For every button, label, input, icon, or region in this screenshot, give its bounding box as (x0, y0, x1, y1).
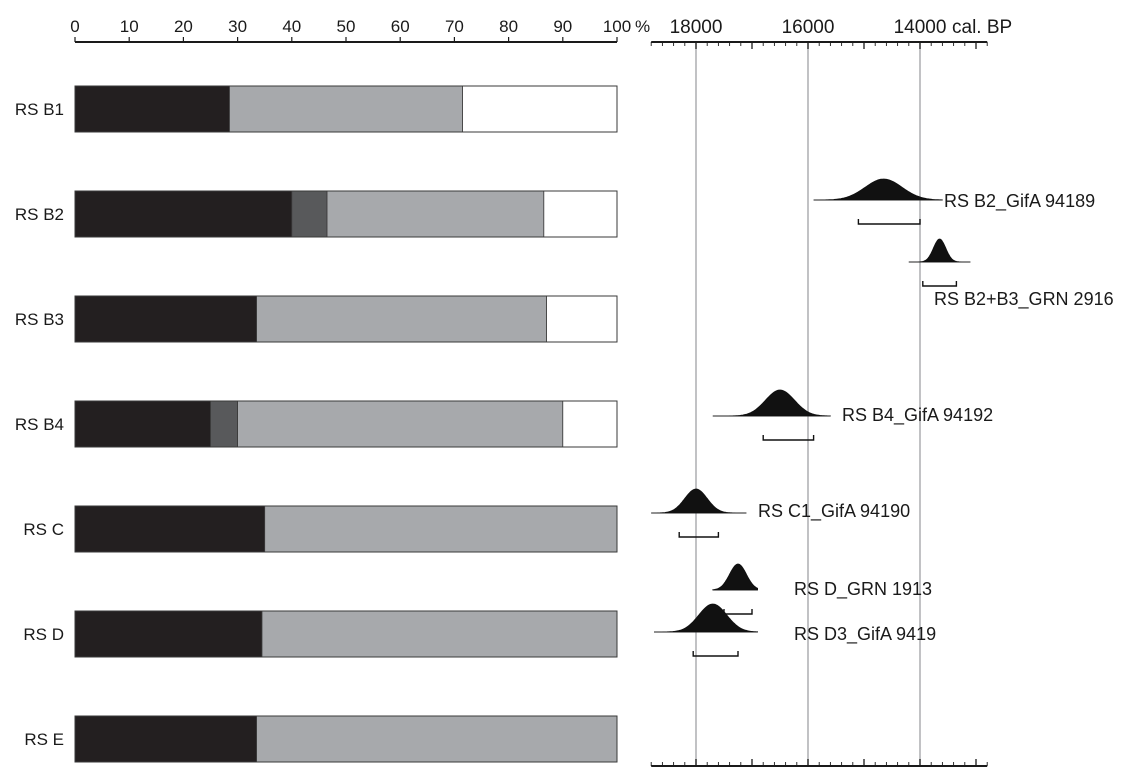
date-sample-label: RS C1_GifA 94190 (758, 501, 910, 522)
bar-category-label: RS D (23, 625, 64, 644)
dates-probability-curves: RS B2_GifA 94189 RS B2+B3_GRN 2916 RS B4_G… (651, 178, 1114, 657)
bar-x-tick-label: 80 (499, 17, 518, 36)
date-sample-label: RS D_GRN 1913 (794, 579, 932, 600)
bar-segment (74, 295, 257, 343)
date-curve-rs-c1-gifa-94190: RS C1_GifA 94190 (651, 488, 910, 538)
bar-segment (74, 400, 211, 448)
date-curve-rs-b4-gifa-94192: RS B4_GifA 94192 (712, 389, 993, 441)
date-probability-curve (908, 238, 971, 263)
bar-x-tick-label: 10 (120, 17, 139, 36)
dates-x-tick-label: 18000 (670, 17, 723, 38)
bar-x-tick-label: 50 (337, 17, 356, 36)
bar-segment (256, 295, 547, 343)
bar-x-tick-label: 40 (282, 17, 301, 36)
date-sample-label: RS B2+B3_GRN 2916 (934, 289, 1114, 310)
bar-row-rs-b1: RS B1 (15, 85, 618, 133)
date-range-bracket (678, 532, 720, 538)
bar-outline (74, 400, 618, 448)
bar-segment (326, 190, 545, 238)
bar-category-label: RS B2 (15, 205, 64, 224)
bar-x-tick-label: 100 (603, 17, 631, 36)
bar-segment (210, 400, 239, 448)
date-curve-rs-d-grn-1913: RS D_GRN 1913 (712, 563, 932, 615)
date-curve-rs-b2-b3-grn-2916: RS B2+B3_GRN 2916 (908, 238, 1114, 310)
bar-outline (74, 610, 618, 658)
bar-row-rs-b2: RS B2 (15, 190, 618, 238)
date-range-bracket (762, 435, 815, 441)
dates-x-tick-label: 14000 (894, 17, 947, 38)
bar-row-rs-b3: RS B3 (15, 295, 618, 343)
bar-segment (261, 610, 618, 658)
bar-segment (562, 400, 618, 448)
date-range-bracket (857, 219, 921, 225)
dates-x-unit-label: cal. BP (952, 17, 1012, 38)
date-range-bracket (922, 281, 958, 287)
date-sample-label: RS B4_GifA 94192 (842, 405, 993, 426)
dates-x-tick-label: 16000 (782, 17, 835, 38)
bar-outline (74, 505, 618, 553)
date-range-bracket (692, 651, 739, 657)
bar-x-tick-label: 70 (445, 17, 464, 36)
bar-category-label: RS B4 (15, 415, 64, 434)
bar-segment (74, 715, 257, 763)
bar-category-label: RS E (24, 730, 64, 749)
bar-segment (74, 85, 230, 133)
bar-segment (74, 610, 263, 658)
bar-chart-rows: RS B1 RS B2 RS B3 RS B4 RS C RS D RS E (15, 85, 618, 763)
bar-row-rs-b4: RS B4 (15, 400, 618, 448)
bar-segment (229, 85, 463, 133)
dates-time-axes: 18000 16000 14000 cal. BP (650, 17, 1012, 767)
bar-x-unit-label: % (635, 17, 650, 36)
bar-segment (462, 85, 618, 133)
date-probability-curve (712, 563, 758, 591)
date-probability-curve (651, 488, 747, 514)
radiocarbon-dates-chart: 18000 16000 14000 cal. BP RS B2_GifA 94189R… (650, 17, 1114, 767)
bar-x-tick-label: 30 (228, 17, 247, 36)
bar-x-tick-label: 0 (70, 17, 79, 36)
date-sample-label: RS D3_GifA 9419 (794, 624, 936, 645)
date-sample-label: RS B2_GifA 94189 (944, 191, 1095, 212)
bar-row-rs-d: RS D (23, 610, 618, 658)
bar-segment (543, 190, 618, 238)
bar-category-label: RS C (23, 520, 64, 539)
bar-row-rs-e: RS E (24, 715, 618, 763)
bar-x-tick-label: 60 (391, 17, 410, 36)
bar-x-tick-label: 20 (174, 17, 193, 36)
bar-segment (291, 190, 328, 238)
bar-outline (74, 715, 618, 763)
bar-segment (74, 505, 266, 553)
bar-category-label: RS B3 (15, 310, 64, 329)
date-probability-curve (654, 603, 758, 633)
bar-outline (74, 190, 618, 238)
bar-segment (264, 505, 618, 553)
bar-chart-x-axis: 0 10 20 30 40 50 60 70 80 90 100% (70, 17, 650, 43)
date-probability-curve (712, 389, 831, 417)
date-curve-rs-b2-gifa-94189: RS B2_GifA 94189 (813, 178, 1095, 225)
dates-gridlines (695, 42, 921, 766)
bar-x-tick-label: 90 (553, 17, 572, 36)
bar-row-rs-c: RS C (23, 505, 618, 553)
bar-outline (74, 295, 618, 343)
date-range-bracket (723, 609, 753, 615)
date-curve-rs-d3-gifa-9419: RS D3_GifA 9419 (654, 603, 936, 657)
bar-segment (74, 190, 293, 238)
bar-segment (546, 295, 618, 343)
bar-outline (74, 85, 618, 133)
bar-segment (237, 400, 564, 448)
bar-category-label: RS B1 (15, 100, 64, 119)
bar-segment (256, 715, 618, 763)
date-probability-curve (813, 178, 943, 201)
